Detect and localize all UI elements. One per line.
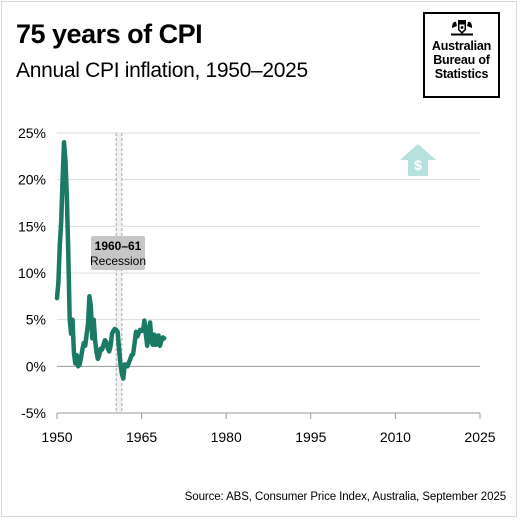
x-tick-label: 2010 [380, 429, 411, 445]
y-tick-label: 20% [18, 172, 46, 188]
svg-text:$: $ [414, 157, 422, 173]
source-note: Source: ABS, Consumer Price Index, Austr… [184, 491, 506, 503]
abs-logo: Australian Bureau of Statistics [423, 12, 500, 98]
recession-label-box [91, 236, 145, 270]
y-tick-label: -5% [21, 405, 46, 421]
x-tick-labels: 1950 1965 1980 1995 2010 2025 [41, 429, 495, 445]
recession-label-years: 1960–61 [95, 239, 142, 253]
series-layer [54, 140, 167, 381]
y-tick-label: 10% [18, 265, 46, 281]
recession-band [115, 133, 123, 413]
coat-of-arms-icon [451, 20, 473, 36]
y-tick-label: 0% [26, 358, 46, 374]
x-tick-label: 1995 [295, 429, 326, 445]
x-tick-label: 1980 [211, 429, 242, 445]
chart-title: 75 years of CPI [16, 19, 203, 49]
y-tick-labels: -5% 0% 5% 10% 15% 20% 25% [18, 125, 46, 421]
y-tick-label: 5% [26, 312, 46, 328]
logo-line-3: Statistics [434, 67, 489, 81]
y-tick-label: 15% [18, 218, 46, 234]
x-tick-label: 2025 [464, 429, 495, 445]
x-tick-label: 1950 [41, 429, 72, 445]
chart-subtitle: Annual CPI inflation, 1950–2025 [16, 59, 308, 82]
logo-text: Australian Bureau of Statistics [425, 39, 498, 81]
logo-line-1: Australian [431, 39, 492, 53]
x-tick-label: 1965 [126, 429, 157, 445]
dollar-up-arrow-icon: $ [400, 144, 436, 176]
logo-line-2: Bureau of [433, 53, 490, 67]
recession-shade [116, 133, 122, 413]
recession-label-text: Recession [90, 254, 146, 268]
y-tick-label: 25% [18, 125, 46, 141]
cpi-series-line [54, 140, 167, 381]
